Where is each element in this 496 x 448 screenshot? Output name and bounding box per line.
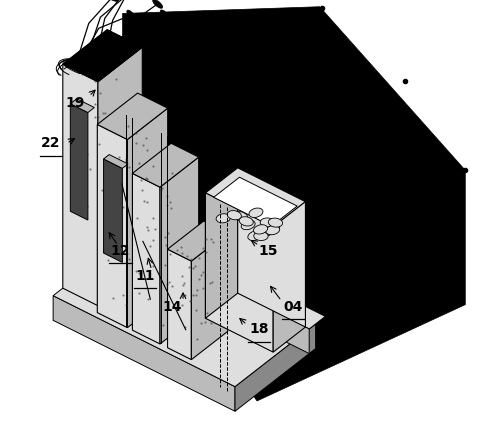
Polygon shape bbox=[273, 202, 306, 352]
Polygon shape bbox=[132, 173, 160, 344]
Polygon shape bbox=[205, 193, 273, 352]
Polygon shape bbox=[168, 221, 228, 261]
Ellipse shape bbox=[253, 225, 268, 234]
Text: 15: 15 bbox=[258, 244, 278, 258]
Polygon shape bbox=[205, 168, 306, 227]
Polygon shape bbox=[104, 159, 123, 263]
Polygon shape bbox=[168, 249, 191, 360]
Ellipse shape bbox=[153, 0, 163, 8]
Polygon shape bbox=[214, 177, 297, 226]
Ellipse shape bbox=[216, 214, 230, 223]
Polygon shape bbox=[104, 155, 128, 168]
Ellipse shape bbox=[260, 218, 274, 227]
Ellipse shape bbox=[249, 208, 263, 217]
Ellipse shape bbox=[127, 10, 135, 20]
Polygon shape bbox=[205, 264, 325, 329]
Polygon shape bbox=[53, 296, 235, 411]
Ellipse shape bbox=[227, 211, 242, 220]
Ellipse shape bbox=[106, 0, 118, 1]
Polygon shape bbox=[191, 233, 228, 360]
Ellipse shape bbox=[239, 217, 253, 226]
Polygon shape bbox=[205, 277, 309, 353]
Text: 21: 21 bbox=[211, 22, 231, 36]
Text: 22: 22 bbox=[41, 136, 61, 151]
Ellipse shape bbox=[248, 231, 262, 241]
Polygon shape bbox=[70, 104, 88, 220]
Ellipse shape bbox=[254, 232, 268, 241]
Polygon shape bbox=[160, 157, 199, 344]
Polygon shape bbox=[127, 108, 168, 327]
Polygon shape bbox=[238, 168, 306, 327]
Polygon shape bbox=[63, 64, 98, 306]
Text: 11: 11 bbox=[135, 268, 155, 283]
Polygon shape bbox=[205, 168, 238, 318]
Text: 19: 19 bbox=[66, 96, 85, 110]
Polygon shape bbox=[98, 47, 142, 306]
Ellipse shape bbox=[265, 226, 280, 235]
Polygon shape bbox=[123, 7, 465, 401]
Polygon shape bbox=[53, 233, 315, 387]
Ellipse shape bbox=[234, 211, 248, 221]
Polygon shape bbox=[97, 93, 168, 139]
Ellipse shape bbox=[265, 221, 280, 231]
Polygon shape bbox=[63, 30, 142, 82]
Text: 18: 18 bbox=[249, 322, 269, 336]
Text: 14: 14 bbox=[162, 300, 182, 314]
Ellipse shape bbox=[241, 220, 255, 230]
Ellipse shape bbox=[160, 10, 169, 18]
Text: 12: 12 bbox=[111, 244, 130, 258]
Ellipse shape bbox=[259, 227, 273, 237]
Polygon shape bbox=[132, 143, 199, 187]
Polygon shape bbox=[235, 324, 315, 411]
Ellipse shape bbox=[268, 218, 283, 227]
Text: 04: 04 bbox=[283, 300, 303, 314]
Polygon shape bbox=[63, 30, 142, 82]
Polygon shape bbox=[97, 125, 127, 327]
Polygon shape bbox=[70, 99, 94, 112]
